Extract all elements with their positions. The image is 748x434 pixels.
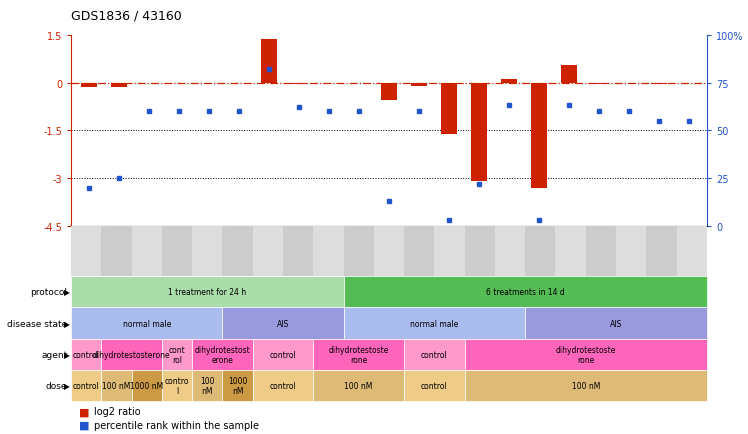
- Text: ■: ■: [79, 420, 89, 430]
- Text: normal male: normal male: [123, 319, 171, 328]
- Bar: [81, 83, 97, 88]
- Text: log2 ratio: log2 ratio: [94, 406, 140, 416]
- Text: ▶: ▶: [64, 319, 70, 328]
- Text: 100 nM: 100 nM: [102, 381, 131, 390]
- Text: control: control: [73, 381, 99, 390]
- Text: protocol: protocol: [31, 288, 67, 296]
- Bar: [500, 80, 517, 83]
- Text: dose: dose: [46, 381, 67, 390]
- Text: control: control: [421, 381, 448, 390]
- Bar: [291, 83, 307, 85]
- Text: control: control: [269, 350, 296, 359]
- Bar: [651, 83, 667, 85]
- Text: dihydrotestost
erone: dihydrotestost erone: [194, 345, 251, 364]
- Text: 100
nM: 100 nM: [200, 376, 215, 395]
- Text: percentile rank within the sample: percentile rank within the sample: [94, 420, 259, 430]
- Text: ▶: ▶: [64, 350, 70, 359]
- Text: 6 treatments in 14 d: 6 treatments in 14 d: [486, 288, 565, 296]
- Text: normal male: normal male: [410, 319, 459, 328]
- Bar: [561, 66, 577, 83]
- Text: dihydrotestosterone: dihydrotestosterone: [93, 350, 171, 359]
- Text: control: control: [421, 350, 448, 359]
- Bar: [441, 83, 457, 134]
- Text: ■: ■: [79, 406, 89, 416]
- Text: AIS: AIS: [277, 319, 289, 328]
- Bar: [530, 83, 547, 188]
- Bar: [111, 83, 127, 88]
- Text: cont
rol: cont rol: [168, 345, 186, 364]
- Bar: [411, 83, 427, 86]
- Text: control: control: [269, 381, 296, 390]
- Bar: [261, 40, 278, 83]
- Bar: [381, 83, 397, 101]
- Text: 100 nM: 100 nM: [571, 381, 600, 390]
- Text: 1000 nM: 1000 nM: [130, 381, 163, 390]
- Text: dihydrotestoste
rone: dihydrotestoste rone: [556, 345, 616, 364]
- Text: control: control: [73, 350, 99, 359]
- Bar: [470, 83, 487, 182]
- Text: 100 nM: 100 nM: [345, 381, 373, 390]
- Text: ▶: ▶: [64, 288, 70, 296]
- Text: dihydrotestoste
rone: dihydrotestoste rone: [328, 345, 389, 364]
- Text: disease state: disease state: [7, 319, 67, 328]
- Text: 1 treatment for 24 h: 1 treatment for 24 h: [168, 288, 246, 296]
- Text: AIS: AIS: [610, 319, 622, 328]
- Text: GDS1836 / 43160: GDS1836 / 43160: [71, 10, 182, 23]
- Text: contro
l: contro l: [165, 376, 189, 395]
- Text: ▶: ▶: [64, 381, 70, 390]
- Text: 1000
nM: 1000 nM: [228, 376, 248, 395]
- Bar: [591, 83, 607, 85]
- Text: agent: agent: [41, 350, 67, 359]
